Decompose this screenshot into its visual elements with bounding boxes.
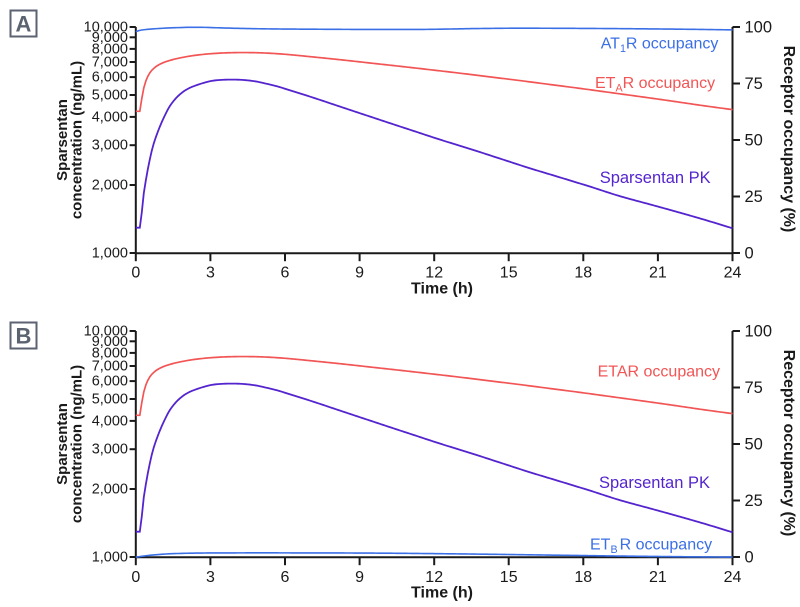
svg-text:6,000: 6,000 [92,374,128,390]
svg-text:2,000: 2,000 [92,178,128,194]
svg-text:12: 12 [425,264,443,281]
svg-text:1,000: 1,000 [92,550,128,566]
svg-text:75: 75 [745,379,763,397]
svg-text:4,000: 4,000 [92,413,128,429]
svg-text:15: 15 [500,569,518,586]
svg-text:9: 9 [355,264,364,281]
svg-text:3: 3 [206,569,215,586]
svg-text:21: 21 [649,569,667,586]
svg-text:75: 75 [745,75,763,93]
svg-text:3,000: 3,000 [92,442,128,458]
svg-text:25: 25 [745,492,763,510]
svg-text:Receptor occupancy (%): Receptor occupancy (%) [780,350,797,537]
svg-text:6,000: 6,000 [92,70,128,86]
svg-text:24: 24 [724,569,742,586]
svg-text:9,000: 9,000 [92,334,128,350]
svg-text:5,000: 5,000 [92,392,128,408]
svg-text:4,000: 4,000 [92,109,128,125]
svg-text:50: 50 [745,132,763,150]
svg-text:Sparsentan PK: Sparsentan PK [600,169,711,187]
svg-text:5,000: 5,000 [92,88,128,104]
svg-text:Sparsentan: Sparsentan [54,99,71,181]
svg-text:12: 12 [425,569,443,586]
svg-text:100: 100 [745,19,773,37]
svg-text:Time (h): Time (h) [411,585,473,602]
svg-text:7,000: 7,000 [92,55,128,71]
svg-text:24: 24 [724,264,742,281]
svg-text:Sparsentan: Sparsentan [54,403,71,485]
svg-text:2,000: 2,000 [92,482,128,498]
svg-text:Sparsentan PK: Sparsentan PK [599,474,710,492]
svg-text:18: 18 [574,569,592,586]
svg-text:100: 100 [745,323,773,341]
svg-text:6: 6 [281,264,290,281]
svg-text:21: 21 [649,264,667,281]
svg-text:18: 18 [574,264,592,281]
svg-text:Receptor occupancy (%): Receptor occupancy (%) [780,46,797,233]
svg-text:concentration (ng/mL): concentration (ng/mL) [69,61,86,219]
svg-text:6: 6 [281,569,290,586]
svg-text:3: 3 [206,264,215,281]
svg-text:7,000: 7,000 [92,359,128,375]
svg-text:ETAR occupancy: ETAR occupancy [595,75,715,95]
svg-text:8,000: 8,000 [92,345,128,361]
svg-text:A: A [16,12,32,37]
svg-text:0: 0 [745,245,754,263]
svg-text:25: 25 [745,188,763,206]
svg-text:9,000: 9,000 [92,30,128,46]
svg-text:AT1R occupancy: AT1R occupancy [601,35,719,55]
svg-text:10,000: 10,000 [84,324,128,340]
svg-text:1,000: 1,000 [92,246,128,262]
svg-text:Time (h): Time (h) [411,280,473,297]
svg-text:0: 0 [131,569,140,586]
svg-text:concentration (ng/mL): concentration (ng/mL) [69,365,86,523]
svg-text:10,000: 10,000 [84,20,128,36]
svg-text:8,000: 8,000 [92,41,128,57]
svg-text:9: 9 [355,569,364,586]
svg-text:0: 0 [131,264,140,281]
svg-text:15: 15 [500,264,518,281]
svg-text:B: B [16,324,32,349]
svg-text:0: 0 [745,549,754,567]
svg-text:3,000: 3,000 [92,138,128,154]
svg-text:50: 50 [745,436,763,454]
svg-text:ETAR occupancy: ETAR occupancy [598,363,720,380]
